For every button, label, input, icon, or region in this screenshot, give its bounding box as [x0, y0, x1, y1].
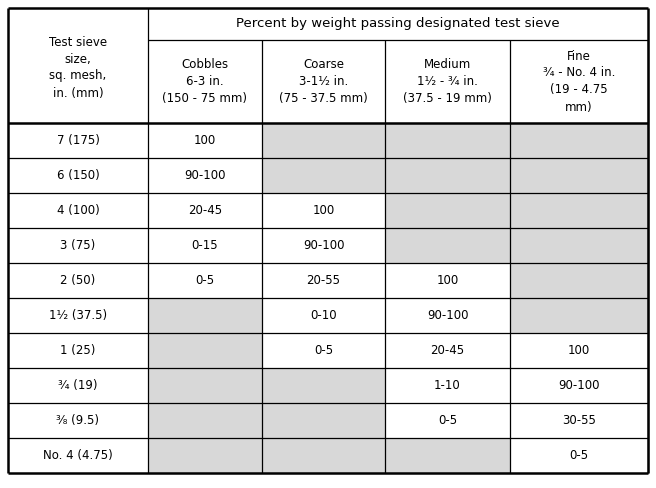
Text: Fine
³⁄₄ - No. 4 in.
(19 - 4.75
mm): Fine ³⁄₄ - No. 4 in. (19 - 4.75 mm): [543, 49, 615, 114]
Bar: [385, 123, 510, 158]
Text: 6 (150): 6 (150): [56, 169, 99, 182]
Bar: [510, 298, 648, 333]
Text: No. 4 (4.75): No. 4 (4.75): [43, 449, 113, 462]
Text: 100: 100: [312, 204, 335, 217]
Text: 90-100: 90-100: [303, 239, 344, 252]
Bar: [148, 438, 262, 473]
Bar: [385, 193, 510, 228]
Text: 100: 100: [194, 134, 216, 147]
Text: 30-55: 30-55: [562, 414, 596, 427]
Bar: [510, 158, 648, 193]
Bar: [385, 438, 510, 473]
Text: 90-100: 90-100: [184, 169, 226, 182]
Text: 0-5: 0-5: [314, 344, 333, 357]
Text: 90-100: 90-100: [427, 309, 468, 322]
Bar: [510, 263, 648, 298]
Bar: [262, 438, 385, 473]
Bar: [510, 193, 648, 228]
Bar: [148, 298, 262, 333]
Text: 1 (25): 1 (25): [60, 344, 96, 357]
Bar: [385, 228, 510, 263]
Text: 2 (50): 2 (50): [60, 274, 96, 287]
Bar: [510, 123, 648, 158]
Bar: [262, 158, 385, 193]
Bar: [262, 368, 385, 403]
Text: 1¹⁄₂ (37.5): 1¹⁄₂ (37.5): [49, 309, 107, 322]
Text: 4 (100): 4 (100): [56, 204, 99, 217]
Text: 20-45: 20-45: [188, 204, 222, 217]
Text: Test sieve
size,
sq. mesh,
in. (mm): Test sieve size, sq. mesh, in. (mm): [49, 36, 107, 100]
Text: ³⁄₄ (19): ³⁄₄ (19): [58, 379, 98, 392]
Text: 20-45: 20-45: [430, 344, 464, 357]
Text: 0-10: 0-10: [310, 309, 337, 322]
Bar: [262, 403, 385, 438]
Text: Percent by weight passing designated test sieve: Percent by weight passing designated tes…: [236, 18, 560, 30]
Text: Coarse
3-1¹⁄₂ in.
(75 - 37.5 mm): Coarse 3-1¹⁄₂ in. (75 - 37.5 mm): [279, 58, 368, 105]
Text: 20-55: 20-55: [306, 274, 340, 287]
Text: Cobbles
6-3 in.
(150 - 75 mm): Cobbles 6-3 in. (150 - 75 mm): [163, 58, 247, 105]
Text: 3 (75): 3 (75): [60, 239, 96, 252]
Text: 0-5: 0-5: [438, 414, 457, 427]
Text: Medium
1¹⁄₂ - ³⁄₄ in.
(37.5 - 19 mm): Medium 1¹⁄₂ - ³⁄₄ in. (37.5 - 19 mm): [403, 58, 492, 105]
Bar: [148, 333, 262, 368]
Text: 7 (175): 7 (175): [56, 134, 100, 147]
Bar: [510, 228, 648, 263]
Bar: [148, 403, 262, 438]
Text: 100: 100: [436, 274, 459, 287]
Text: 0-5: 0-5: [569, 449, 588, 462]
Text: 90-100: 90-100: [558, 379, 600, 392]
Bar: [385, 158, 510, 193]
Text: 0-15: 0-15: [192, 239, 218, 252]
Bar: [148, 368, 262, 403]
Text: 100: 100: [568, 344, 590, 357]
Bar: [262, 123, 385, 158]
Text: 1-10: 1-10: [434, 379, 461, 392]
Text: 0-5: 0-5: [195, 274, 215, 287]
Text: ³⁄₈ (9.5): ³⁄₈ (9.5): [56, 414, 100, 427]
